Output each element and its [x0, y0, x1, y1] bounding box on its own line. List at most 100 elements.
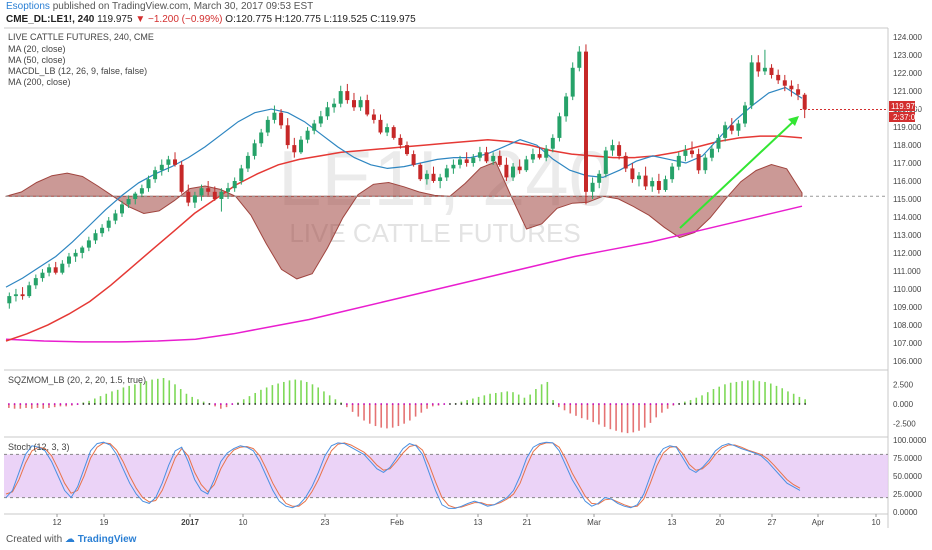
squeeze-dot: [563, 403, 566, 405]
squeeze-dot: [357, 403, 360, 405]
squeeze-dot: [191, 403, 194, 405]
candle-body: [703, 157, 708, 171]
squeeze-dot: [248, 403, 251, 405]
squeeze-dot: [185, 403, 188, 405]
squeeze-dot: [408, 403, 411, 405]
candle-body: [120, 204, 124, 214]
squeeze-dot: [162, 403, 165, 405]
squeeze-dot: [368, 403, 371, 405]
squeeze-dot: [775, 403, 778, 405]
candle-body: [345, 91, 350, 101]
candle-body: [670, 166, 675, 180]
candle-body: [60, 263, 65, 273]
squeeze-dot: [540, 403, 543, 405]
squeeze-dot: [746, 403, 749, 405]
candle-body: [192, 195, 197, 203]
candle-body: [630, 168, 635, 180]
stoch-tick-label: 75.0000: [893, 454, 922, 463]
author-link[interactable]: Esoptions: [6, 1, 50, 12]
squeeze-dot: [116, 403, 119, 405]
candle-body: [73, 252, 78, 257]
squeeze-dot: [294, 403, 297, 405]
candle-body: [776, 74, 781, 81]
squeeze-dot: [214, 403, 216, 405]
time-tick-label: 23: [321, 518, 330, 527]
price-tick-label: 109.000: [893, 303, 922, 312]
candle-body: [159, 164, 164, 171]
squeeze-dot: [323, 403, 325, 405]
price-tick-label: 115.000: [893, 195, 922, 204]
price-tick-label: 123.000: [893, 51, 922, 60]
squeeze-dot: [340, 403, 343, 405]
candle-body: [259, 132, 264, 144]
squeeze-dot: [695, 403, 698, 405]
squeeze-dot: [512, 403, 514, 405]
time-tick-label: 13: [474, 518, 483, 527]
candle-body: [643, 175, 648, 187]
squeeze-dot: [271, 403, 274, 405]
candle-body: [451, 164, 456, 169]
price-tick-label: 124.000: [893, 33, 922, 42]
candle-body: [729, 125, 734, 131]
candle-body: [332, 103, 337, 108]
down-arrow-icon: ▼: [135, 14, 146, 25]
candle-body: [491, 155, 496, 162]
last-price: 119.975: [97, 14, 133, 25]
price-tick-label: 113.000: [893, 231, 922, 240]
tradingview-brand[interactable]: TradingView: [77, 534, 137, 545]
squeeze-dot: [523, 403, 526, 405]
squeeze-dot: [724, 403, 726, 405]
squeeze-tick-label: 2.500: [893, 380, 914, 389]
stoch-tick-label: 50.0000: [893, 472, 922, 481]
candle-body: [378, 119, 383, 133]
candle-body: [676, 155, 681, 167]
squeeze-dot: [454, 403, 457, 405]
squeeze-dot: [168, 403, 171, 405]
squeeze-dot: [282, 403, 285, 405]
squeeze-dot: [552, 403, 554, 405]
squeeze-dot: [82, 403, 85, 405]
candle-body: [40, 272, 45, 279]
squeeze-dot: [735, 403, 738, 405]
squeeze-dot: [678, 403, 681, 405]
price-tick-label: 121.000: [893, 87, 922, 96]
price-tick-label: 118.000: [893, 141, 922, 150]
squeeze-dot: [111, 403, 113, 405]
candle-body: [517, 166, 522, 171]
candle-body: [564, 96, 569, 117]
candle-body: [603, 150, 608, 174]
symbol-label: CME_DL:LE1!, 240: [6, 14, 95, 25]
squeeze-dot: [655, 403, 658, 405]
squeeze-tick-label: -2.500: [893, 420, 916, 429]
squeeze-dot: [277, 403, 280, 405]
squeeze-dot: [769, 403, 772, 405]
squeeze-dot: [626, 403, 629, 405]
candle-body: [656, 181, 661, 190]
squeeze-dot: [7, 403, 10, 405]
candle-body: [219, 191, 224, 199]
candle-body: [232, 181, 237, 189]
candle-body: [405, 145, 409, 155]
candle-body: [418, 164, 423, 180]
squeeze-dot: [752, 403, 755, 405]
squeeze-dot: [603, 403, 606, 405]
created-with-label: Created with: [6, 534, 63, 545]
candle-body: [789, 85, 794, 90]
squeeze-dot: [197, 403, 199, 405]
candle-body: [53, 267, 58, 273]
stoch-k-line: [5, 441, 801, 509]
candle-body: [206, 188, 211, 192]
candle-body: [683, 150, 688, 156]
price-tick-label: 119.000: [893, 123, 922, 132]
squeeze-dot: [798, 403, 801, 405]
squeeze-dot: [506, 403, 509, 405]
ohlc-values: O:120.775 H:120.775 L:119.525 C:119.975: [225, 14, 416, 25]
squeeze-dot: [494, 403, 497, 405]
candle-body: [550, 137, 555, 149]
squeeze-dot: [741, 403, 744, 405]
stoch-d-line: [5, 442, 801, 509]
countdown-label: 2:37:00: [893, 113, 920, 122]
candle-body: [769, 67, 774, 75]
stoch-tick-label: 25.0000: [893, 490, 922, 499]
candle-body: [524, 159, 529, 171]
